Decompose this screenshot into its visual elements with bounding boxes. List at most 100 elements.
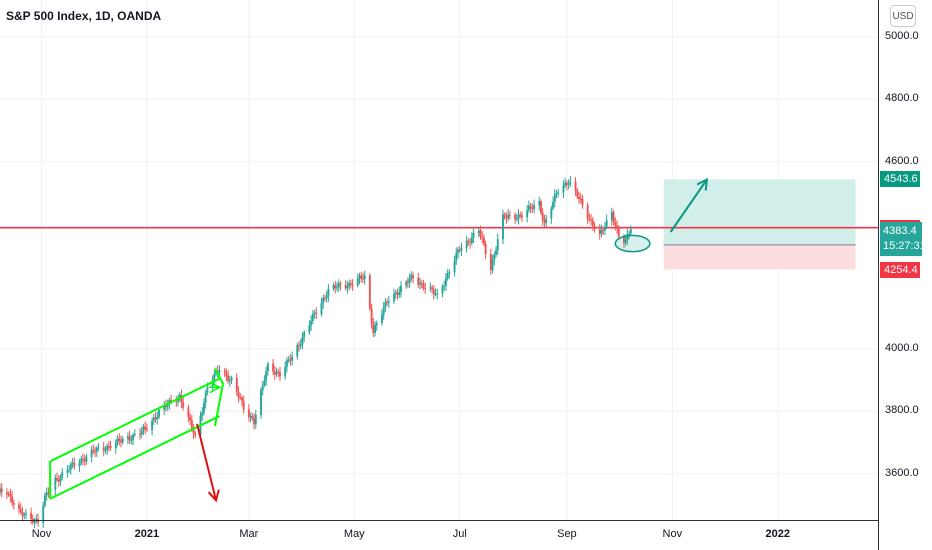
- candle-body: [614, 222, 617, 226]
- candle-body: [43, 495, 46, 506]
- candle-body: [593, 225, 596, 230]
- candle-body: [5, 492, 8, 494]
- candle-body: [617, 228, 620, 238]
- candle-body: [251, 416, 254, 419]
- candle-body: [505, 216, 508, 219]
- x-tick-label: Nov: [662, 528, 683, 540]
- candle-body: [610, 212, 613, 221]
- candle-body: [460, 248, 463, 251]
- candle-body: [284, 366, 287, 377]
- candle-body: [109, 446, 112, 449]
- candle-body: [458, 249, 461, 251]
- candle-body: [235, 377, 238, 392]
- price-tag: 4543.6: [880, 171, 920, 188]
- candle-body: [182, 402, 185, 408]
- candle-body: [384, 301, 387, 308]
- price-tag: 4254.4: [880, 261, 920, 278]
- candle-body: [260, 390, 262, 415]
- candle-body: [152, 417, 155, 421]
- candle-body: [374, 325, 377, 333]
- candle-body: [372, 323, 375, 333]
- candle-body: [477, 230, 480, 234]
- y-tick-label: 4800.0: [885, 92, 919, 105]
- candle-body: [565, 182, 568, 185]
- candle-body: [187, 407, 190, 417]
- candle-body: [405, 281, 408, 286]
- candle-body: [272, 363, 275, 372]
- candle-body: [156, 417, 159, 420]
- candle-body: [121, 438, 124, 443]
- candle-body: [241, 397, 243, 401]
- candle-body: [457, 249, 459, 253]
- candle-body: [323, 298, 326, 300]
- candle-body: [412, 275, 415, 278]
- candle-body: [92, 449, 95, 452]
- candle-body: [557, 192, 560, 194]
- x-tick-label: Mar: [239, 528, 259, 540]
- candle-body: [296, 345, 299, 357]
- candle-body: [320, 303, 323, 314]
- candle-body: [83, 459, 86, 462]
- candle-body: [327, 288, 330, 297]
- candle-body: [469, 242, 472, 244]
- y-tick-label: 3600.0: [885, 466, 919, 479]
- candle-body: [154, 417, 157, 420]
- last-price-value: 4383.4: [883, 225, 917, 237]
- candle-body: [9, 493, 12, 497]
- candle-body: [194, 433, 197, 436]
- candle-body: [23, 514, 26, 516]
- candle-body: [118, 438, 121, 441]
- candle-body: [192, 428, 195, 434]
- candle-body: [66, 470, 69, 473]
- candle-body: [133, 433, 136, 435]
- candle-body: [491, 259, 494, 271]
- candle-body: [616, 225, 618, 229]
- candle-body: [574, 181, 577, 191]
- candle-body: [349, 282, 352, 285]
- candle-body: [443, 285, 446, 287]
- candle-body: [35, 519, 38, 521]
- candle-body: [261, 384, 264, 391]
- candle-body: [56, 478, 58, 480]
- candle-body: [432, 289, 435, 295]
- candle-body: [396, 292, 399, 295]
- x-tick-label: May: [343, 528, 365, 540]
- candle-body: [265, 371, 268, 381]
- candle-body: [178, 394, 181, 399]
- candle-body: [266, 363, 269, 372]
- candle-body: [434, 294, 437, 296]
- candle-body: [344, 284, 347, 289]
- candle-body: [130, 439, 133, 441]
- candle-body: [484, 243, 487, 255]
- candle-body: [310, 320, 313, 326]
- candle-body: [242, 400, 245, 410]
- candle-body: [356, 278, 359, 286]
- candle-body: [564, 182, 567, 186]
- candle-body: [287, 359, 290, 361]
- candle-body: [628, 233, 631, 235]
- candle-body: [311, 313, 314, 321]
- candle-body: [375, 323, 378, 326]
- y-tick-label: 4600.0: [885, 154, 919, 167]
- candle-body: [533, 205, 536, 209]
- candle-body: [85, 456, 88, 462]
- candle-body: [588, 218, 591, 220]
- candle-body: [230, 377, 233, 381]
- x-tick-label: Nov: [31, 528, 52, 540]
- candle-body: [622, 237, 625, 243]
- candle-body: [33, 520, 36, 523]
- candle-body: [436, 293, 439, 295]
- candle-body: [562, 185, 565, 193]
- candle-body: [299, 344, 302, 347]
- candle-body: [275, 371, 278, 375]
- candle-body: [482, 237, 485, 244]
- candle-body: [253, 418, 256, 425]
- up-arrow-head: [696, 177, 709, 191]
- candle-body: [441, 286, 444, 294]
- candle-body: [59, 476, 62, 482]
- currency-button[interactable]: USD: [890, 5, 916, 27]
- candle-body: [508, 214, 511, 216]
- down-arrow-head: [207, 489, 220, 503]
- candle-body: [339, 283, 342, 285]
